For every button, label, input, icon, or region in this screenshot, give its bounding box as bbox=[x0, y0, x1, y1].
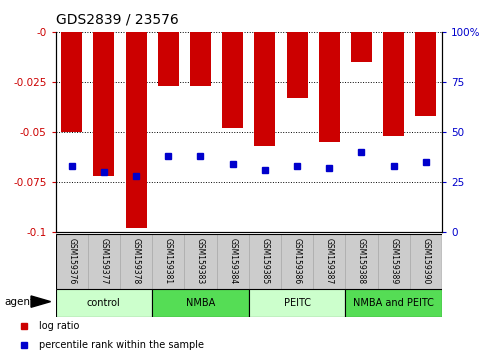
FancyBboxPatch shape bbox=[345, 289, 442, 317]
Text: log ratio: log ratio bbox=[40, 321, 80, 331]
Text: GSM159383: GSM159383 bbox=[196, 238, 205, 284]
FancyBboxPatch shape bbox=[185, 234, 216, 289]
Bar bbox=[61, 32, 82, 132]
Polygon shape bbox=[31, 296, 51, 307]
FancyBboxPatch shape bbox=[216, 234, 249, 289]
FancyBboxPatch shape bbox=[152, 234, 185, 289]
Text: GSM159386: GSM159386 bbox=[293, 238, 301, 284]
FancyBboxPatch shape bbox=[249, 289, 345, 317]
Text: NMBA and PEITC: NMBA and PEITC bbox=[353, 298, 434, 308]
Text: NMBA: NMBA bbox=[186, 298, 215, 308]
Bar bbox=[383, 32, 404, 136]
Text: GSM159378: GSM159378 bbox=[131, 238, 141, 284]
Bar bbox=[351, 32, 372, 62]
FancyBboxPatch shape bbox=[378, 234, 410, 289]
Text: GSM159390: GSM159390 bbox=[421, 238, 430, 284]
FancyBboxPatch shape bbox=[345, 234, 378, 289]
FancyBboxPatch shape bbox=[410, 234, 442, 289]
Text: GSM159385: GSM159385 bbox=[260, 238, 270, 284]
Text: agent: agent bbox=[5, 297, 35, 307]
Text: percentile rank within the sample: percentile rank within the sample bbox=[40, 340, 204, 350]
Bar bbox=[93, 32, 114, 176]
Text: GSM159384: GSM159384 bbox=[228, 238, 237, 284]
Text: GSM159377: GSM159377 bbox=[99, 238, 108, 284]
Text: PEITC: PEITC bbox=[284, 298, 311, 308]
Bar bbox=[190, 32, 211, 86]
Text: GDS2839 / 23576: GDS2839 / 23576 bbox=[56, 12, 178, 27]
Bar bbox=[286, 32, 308, 98]
Text: GSM159388: GSM159388 bbox=[357, 238, 366, 284]
Text: GSM159376: GSM159376 bbox=[67, 238, 76, 284]
FancyBboxPatch shape bbox=[152, 289, 249, 317]
Bar bbox=[158, 32, 179, 86]
FancyBboxPatch shape bbox=[281, 234, 313, 289]
Bar bbox=[126, 32, 146, 228]
Bar bbox=[415, 32, 436, 116]
FancyBboxPatch shape bbox=[120, 234, 152, 289]
FancyBboxPatch shape bbox=[56, 289, 152, 317]
Bar bbox=[255, 32, 275, 146]
Text: control: control bbox=[87, 298, 121, 308]
FancyBboxPatch shape bbox=[56, 234, 88, 289]
FancyBboxPatch shape bbox=[313, 234, 345, 289]
FancyBboxPatch shape bbox=[88, 234, 120, 289]
Text: GSM159381: GSM159381 bbox=[164, 238, 173, 284]
Bar bbox=[319, 32, 340, 142]
Text: GSM159389: GSM159389 bbox=[389, 238, 398, 284]
Text: GSM159387: GSM159387 bbox=[325, 238, 334, 284]
Bar bbox=[222, 32, 243, 128]
FancyBboxPatch shape bbox=[249, 234, 281, 289]
